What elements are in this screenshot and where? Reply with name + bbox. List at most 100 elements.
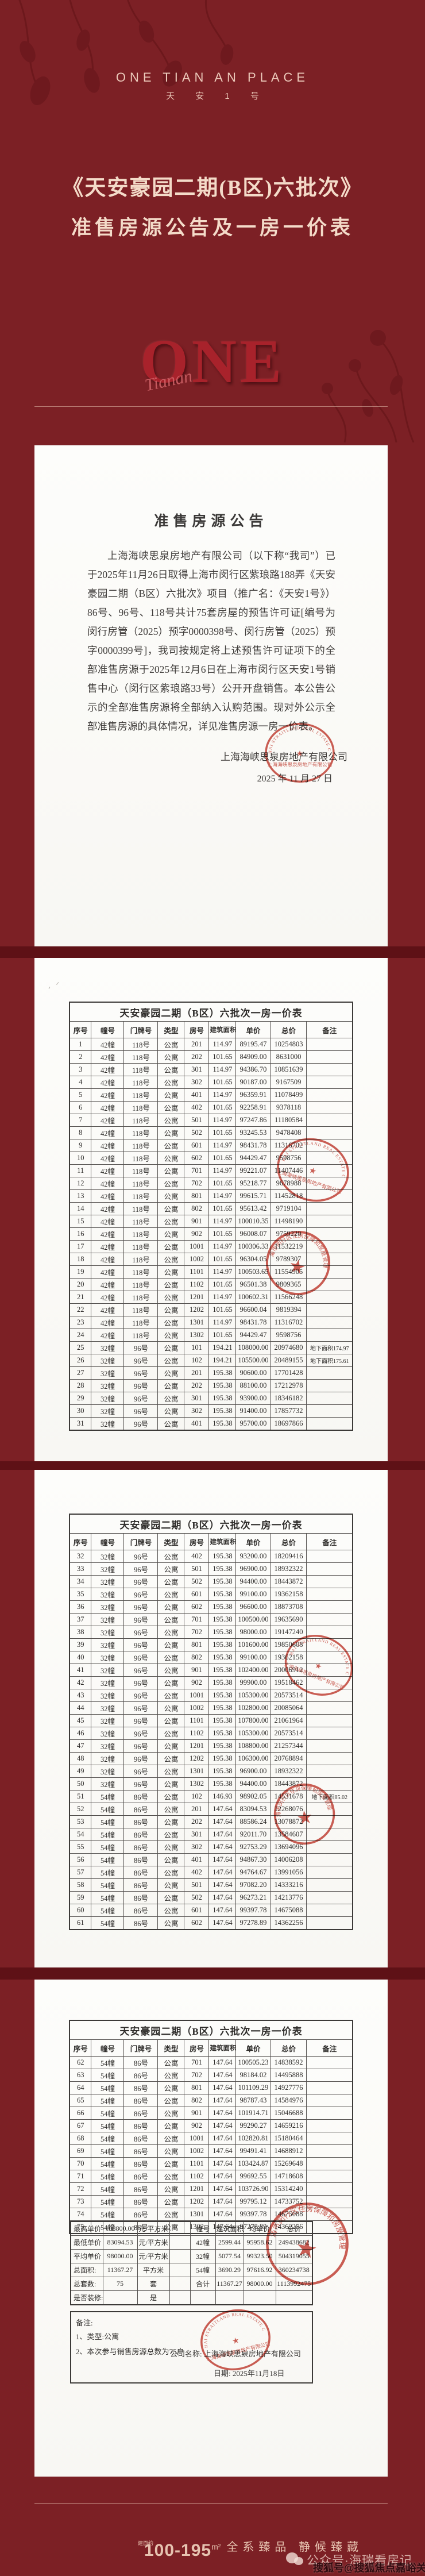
table-cell: 118号 <box>123 1114 159 1127</box>
table-cell: 42幢 <box>91 1329 125 1342</box>
table-cell: 14584976 <box>270 2094 307 2107</box>
table-row: 56 54幢 86号 公寓 401 147.64 94867.30 14006208 <box>69 1853 353 1866</box>
table-cell: 103726.90 <box>235 2182 271 2196</box>
table-cell: 17212978 <box>270 1379 307 1392</box>
table-cell: 51 <box>69 1790 92 1803</box>
table-cell: 20489155 <box>270 1354 307 1367</box>
table-cell: 147.64 <box>208 2208 237 2221</box>
table-cell: 195.38 <box>208 1701 237 1715</box>
table-cell: 32幢 <box>91 1714 125 1727</box>
table-cell: 52 <box>69 1803 92 1816</box>
table-row: 8 42幢 118号 公寓 502 101.65 93245.53 9478408 <box>69 1126 353 1139</box>
table-cell: 195.38 <box>208 1392 237 1405</box>
table-cell: 195.38 <box>208 1676 237 1689</box>
table-cell <box>306 2132 353 2145</box>
table-cell: 6 <box>69 1101 92 1114</box>
table-row: 33 32幢 96号 公寓 501 195.38 96900.00 18932322 <box>69 1562 353 1576</box>
table-cell: 11180584 <box>270 1114 307 1127</box>
table-row: 16 42幢 118号 公寓 902 101.65 96008.07 9759220 <box>69 1227 353 1241</box>
table-cell: 42幢 <box>91 1303 125 1316</box>
table-cell: 11316702 <box>270 1139 307 1152</box>
table-cell: 42幢 <box>91 1265 125 1279</box>
table-cell <box>306 1600 353 1614</box>
table-cell <box>306 1278 353 1291</box>
table-cell: 96304.05 <box>235 1253 271 1266</box>
table-cell: 147.64 <box>208 2170 237 2183</box>
table-cell: 21257344 <box>270 1739 307 1753</box>
notes-item: 2、本次参与销售房源总数为75户 <box>76 2347 184 2356</box>
table-cell: 118号 <box>123 1291 159 1304</box>
table-cell: 147.64 <box>208 2094 237 2107</box>
table-cell: 97247.86 <box>235 1114 271 1127</box>
table-row: 3 42幢 118号 公寓 301 114.97 94386.70 10851639 <box>69 1063 353 1076</box>
table-cell: 601 <box>184 1588 210 1601</box>
table-cell: 99795.12 <box>235 2195 271 2208</box>
table-row: 28 32幢 96号 公寓 202 195.38 88100.00 17212978 <box>69 1379 353 1392</box>
table-cell <box>306 2182 353 2196</box>
table-cell <box>306 1651 353 1664</box>
table-cell: 公寓 <box>157 1739 185 1753</box>
table-cell <box>306 1689 353 1702</box>
table-cell: 公寓 <box>157 1853 185 1866</box>
table-cell: 114.97 <box>208 1114 237 1127</box>
brand-logo-english: ONE TIAN AN PLACE <box>115 70 310 84</box>
column-header: 单价 <box>235 2039 271 2057</box>
price-table-image-3: 天安豪园二期（B区）六批次一房一价表 序号 幢号 门牌号 类型 房号 建筑面积 单价 总价 备注… <box>34 1980 388 2477</box>
table-cell <box>306 1227 353 1241</box>
table-cell: 地下面积174.97 <box>306 1341 353 1354</box>
table-cell: 195.38 <box>208 1562 237 1576</box>
table-cell: 100010.35 <box>235 1215 271 1228</box>
table-row: 31 32幢 96号 公寓 401 195.38 95700.00 18697866 <box>69 1417 353 1430</box>
table-cell: 15046688 <box>270 2107 307 2120</box>
table-cell: 45 <box>69 1714 92 1727</box>
table-cell: 147.64 <box>208 1866 237 1879</box>
table-cell: 9759220 <box>270 1227 307 1241</box>
table-cell: 公寓 <box>157 1727 185 1740</box>
table-row: 37 32幢 96号 公寓 701 195.38 100500.00 19635690 <box>69 1613 353 1626</box>
table-cell: 公寓 <box>157 1404 185 1418</box>
table-cell: 114.97 <box>208 1291 237 1304</box>
table-cell: 118号 <box>123 1278 159 1291</box>
table-cell: 194.21 <box>208 1341 237 1354</box>
table-row: 5 42幢 118号 公寓 401 114.97 96359.91 11078499 <box>69 1088 353 1102</box>
column-header: 房号 <box>184 2039 210 2057</box>
table-cell: 5 <box>69 1088 92 1102</box>
table-cell: 147.64 <box>208 1840 237 1854</box>
table-cell <box>306 1714 353 1727</box>
table-row: 48 32幢 96号 公寓 1202 195.38 106300.00 20768894 <box>69 1752 353 1765</box>
table-cell: 33 <box>69 1562 92 1576</box>
table-cell: 401 <box>184 1853 210 1866</box>
table-cell: 195.38 <box>208 1366 237 1380</box>
table-cell: 1201 <box>184 2182 210 2196</box>
table-cell: 18873708 <box>270 1600 307 1614</box>
table-cell: 1201 <box>184 1739 210 1753</box>
table-cell: 47 <box>69 1739 92 1753</box>
table-cell: 11078499 <box>270 1088 307 1102</box>
table-cell: 13584607 <box>270 1828 307 1841</box>
table-cell: 99397.78 <box>235 1904 271 1917</box>
table-cell: 36 <box>69 1600 92 1614</box>
table-cell: 100306.33 <box>235 1240 271 1253</box>
table-cell <box>306 1891 353 1904</box>
table-cell: 74 <box>69 2208 92 2221</box>
table-cell: 96号 <box>123 1600 159 1614</box>
table-cell: 37 <box>69 1613 92 1626</box>
table-cell: 23 <box>69 1316 92 1329</box>
table-cell: 8631000 <box>270 1050 307 1064</box>
table-cell: 93200.00 <box>235 1550 271 1563</box>
table-cell: 14362256 <box>270 1916 307 1930</box>
table-cell: 公寓 <box>157 1329 185 1342</box>
table-cell: 49 <box>69 1765 92 1778</box>
table-cell: 602 <box>184 1916 210 1930</box>
table-cell: 94867.30 <box>235 1853 271 1866</box>
area-prefix-label: 建面约 <box>138 2540 154 2546</box>
table-cell: 201 <box>184 1038 210 1051</box>
table-cell: 20 <box>69 1278 92 1291</box>
column-header: 总价 <box>270 1021 307 1038</box>
sohu-watermark: 搜狐号@搜狐焦点嘉峪关站 <box>313 2562 425 2574</box>
table-cell: 118号 <box>123 1240 159 1253</box>
table-cell: 88586.24 <box>235 1815 271 1828</box>
table-cell: 20006912 <box>270 1664 307 1677</box>
table-cell: 19362158 <box>270 1588 307 1601</box>
table-cell <box>306 1664 353 1677</box>
